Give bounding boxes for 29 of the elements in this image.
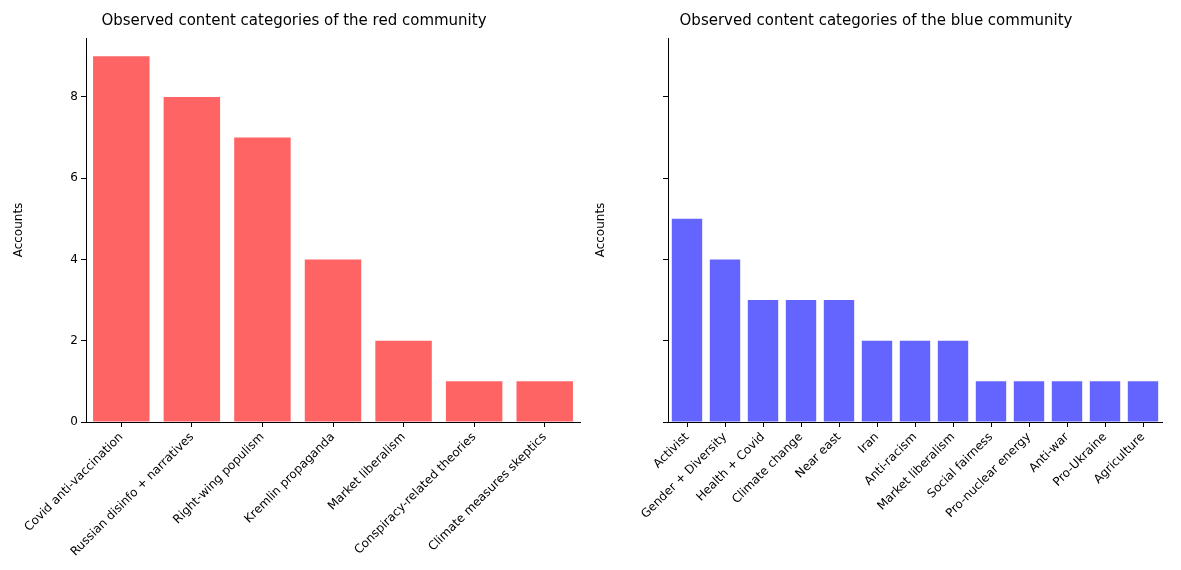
bar <box>375 340 432 422</box>
y-tick-label: 6 <box>70 170 78 185</box>
y-tick-label: 0 <box>70 414 78 429</box>
y-tick-label: 8 <box>70 89 78 104</box>
y-tick-label: 4 <box>70 251 78 266</box>
y-axis-title: Accounts <box>593 202 608 258</box>
chart-title: Observed content categories of the red community <box>101 10 487 29</box>
bar <box>937 340 969 422</box>
bar <box>93 56 150 422</box>
bar <box>785 300 817 422</box>
bar <box>1089 381 1121 422</box>
bar <box>1051 381 1083 422</box>
y-axis-title: Accounts <box>11 202 26 258</box>
chart-title: Observed content categories of the blue community <box>679 10 1073 29</box>
y-tick-label: 2 <box>70 332 78 347</box>
bar <box>671 218 703 422</box>
bar <box>823 300 855 422</box>
bar <box>861 340 893 422</box>
bar <box>445 381 503 422</box>
bar <box>163 96 221 422</box>
bar <box>899 340 931 422</box>
bar <box>747 300 779 422</box>
bar <box>1013 381 1045 422</box>
bar <box>516 381 573 422</box>
bar <box>304 259 362 422</box>
bar <box>975 381 1007 422</box>
bar <box>709 259 741 422</box>
bar <box>234 137 291 422</box>
bar <box>1127 381 1159 422</box>
